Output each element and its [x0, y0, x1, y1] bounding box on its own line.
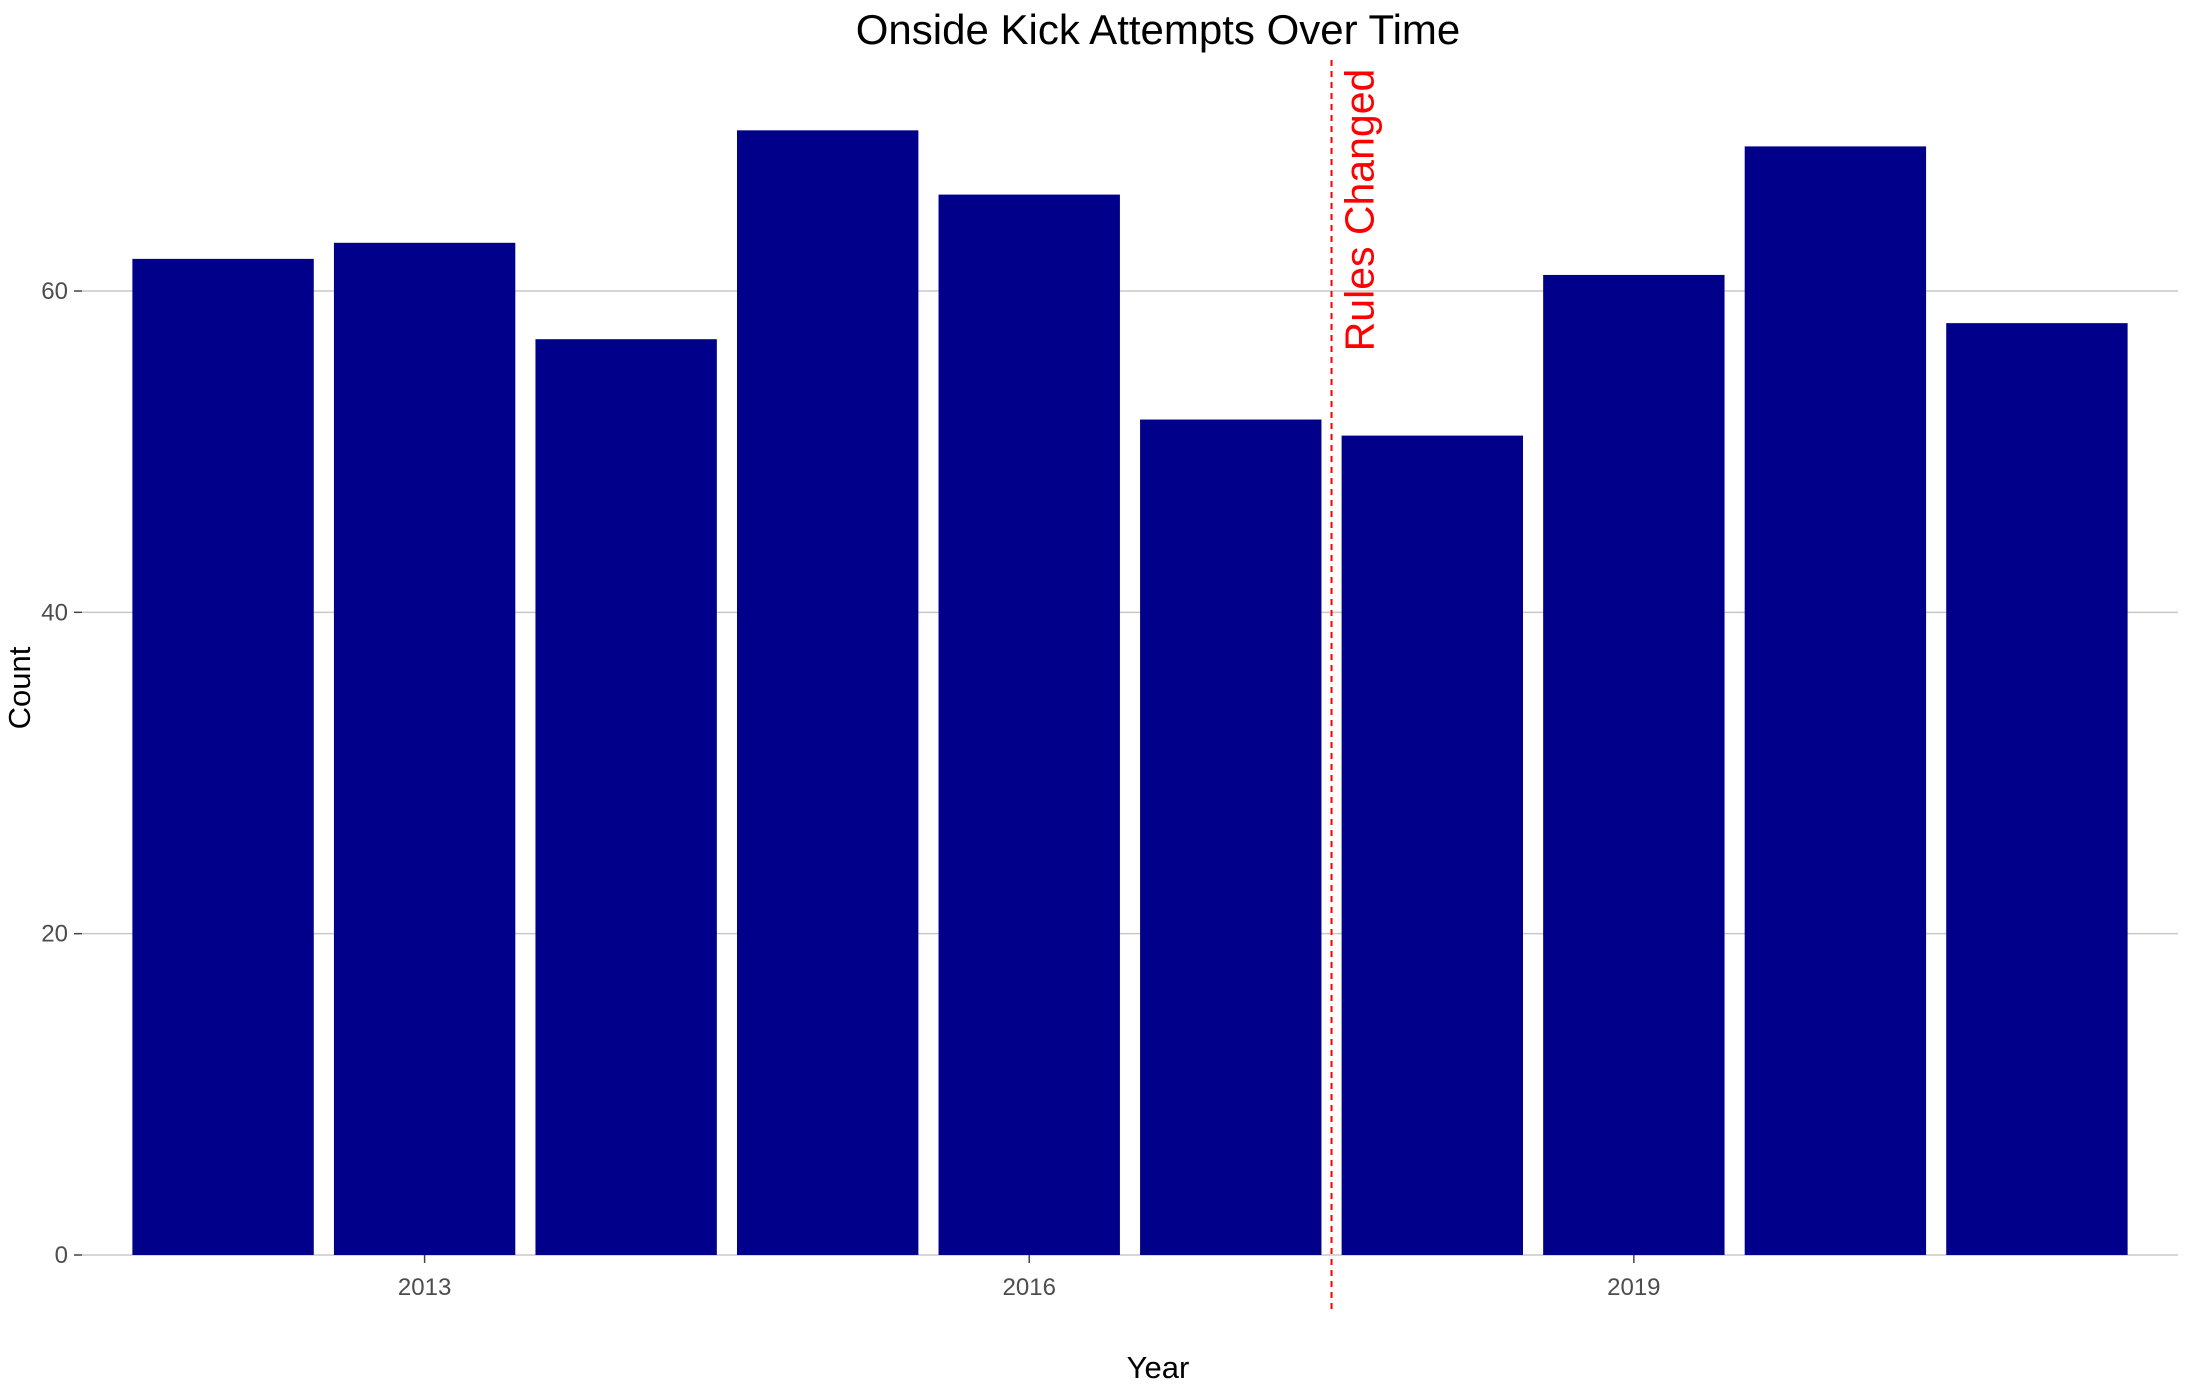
y-axis: 0 20 40 60 — [41, 278, 82, 1269]
bar — [1341, 435, 1523, 1256]
y-tick-label: 40 — [41, 599, 68, 626]
annotations: Rules Changed — [1330, 60, 1383, 1310]
x-tick-label: 2016 — [1003, 1274, 1056, 1301]
bars — [132, 130, 2128, 1256]
y-tick-label: 0 — [55, 1242, 68, 1269]
bar — [1543, 274, 1725, 1255]
x-axis: 2013 2016 2019 — [398, 1255, 1661, 1301]
bar — [1744, 146, 1927, 1255]
x-tick-label: 2013 — [398, 1274, 451, 1301]
x-axis-title: Year — [1127, 1350, 1190, 1385]
y-tick-label: 20 — [41, 921, 68, 948]
bar — [1140, 419, 1322, 1255]
bar — [333, 242, 516, 1256]
bar — [737, 130, 919, 1255]
bar — [938, 194, 1120, 1256]
rules-changed-label: Rules Changed — [1337, 69, 1383, 352]
y-tick-label: 60 — [41, 278, 68, 305]
bar — [1946, 323, 2128, 1256]
bar — [132, 258, 314, 1255]
chart-title: Onside Kick Attempts Over Time — [856, 6, 1461, 53]
x-tick-label: 2019 — [1607, 1274, 1660, 1301]
bar — [535, 339, 717, 1255]
y-axis-title: Count — [2, 646, 37, 729]
